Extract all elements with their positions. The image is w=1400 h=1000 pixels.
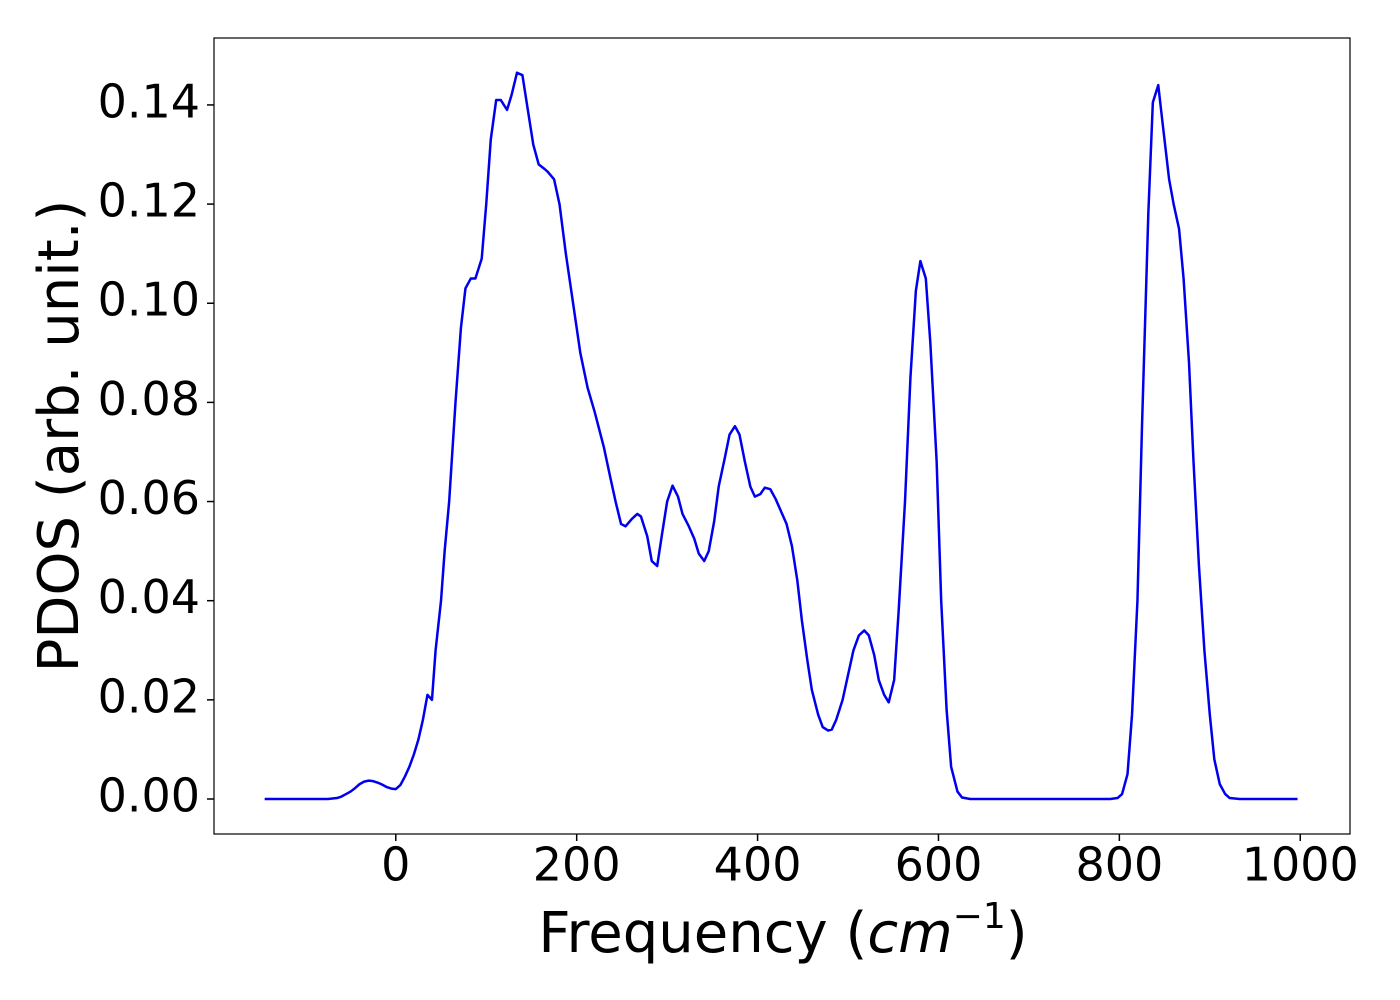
y-tick-label: 0.12 bbox=[98, 174, 200, 228]
y-tick-label: 0.04 bbox=[98, 570, 200, 624]
y-axis-label: PDOS (arb. unit.) bbox=[27, 200, 92, 673]
x-tick-label: 800 bbox=[1075, 838, 1163, 892]
x-tick-label: 0 bbox=[381, 838, 410, 892]
x-tick-label: 1000 bbox=[1242, 838, 1359, 892]
x-label-text: Frequency ( bbox=[538, 901, 867, 966]
x-tick-label: 600 bbox=[895, 838, 983, 892]
plot-frame bbox=[213, 37, 1351, 835]
data-line bbox=[264, 71, 1298, 801]
y-tick-label: 0.02 bbox=[98, 669, 200, 723]
x-axis-label: Frequency (cm−1) bbox=[538, 896, 1027, 966]
y-tick-label: 0.06 bbox=[98, 471, 200, 525]
x-label-unit: cm bbox=[867, 901, 952, 966]
x-tick-label: 200 bbox=[533, 838, 621, 892]
x-label-exponent: −1 bbox=[953, 896, 1006, 937]
x-tick-label: 400 bbox=[714, 838, 802, 892]
x-label-close: ) bbox=[1006, 901, 1028, 966]
y-tick-label: 0.14 bbox=[98, 74, 200, 128]
y-tick-label: 0.00 bbox=[98, 768, 200, 822]
y-tick-label: 0.08 bbox=[98, 372, 200, 426]
y-tick-label: 0.10 bbox=[98, 273, 200, 327]
